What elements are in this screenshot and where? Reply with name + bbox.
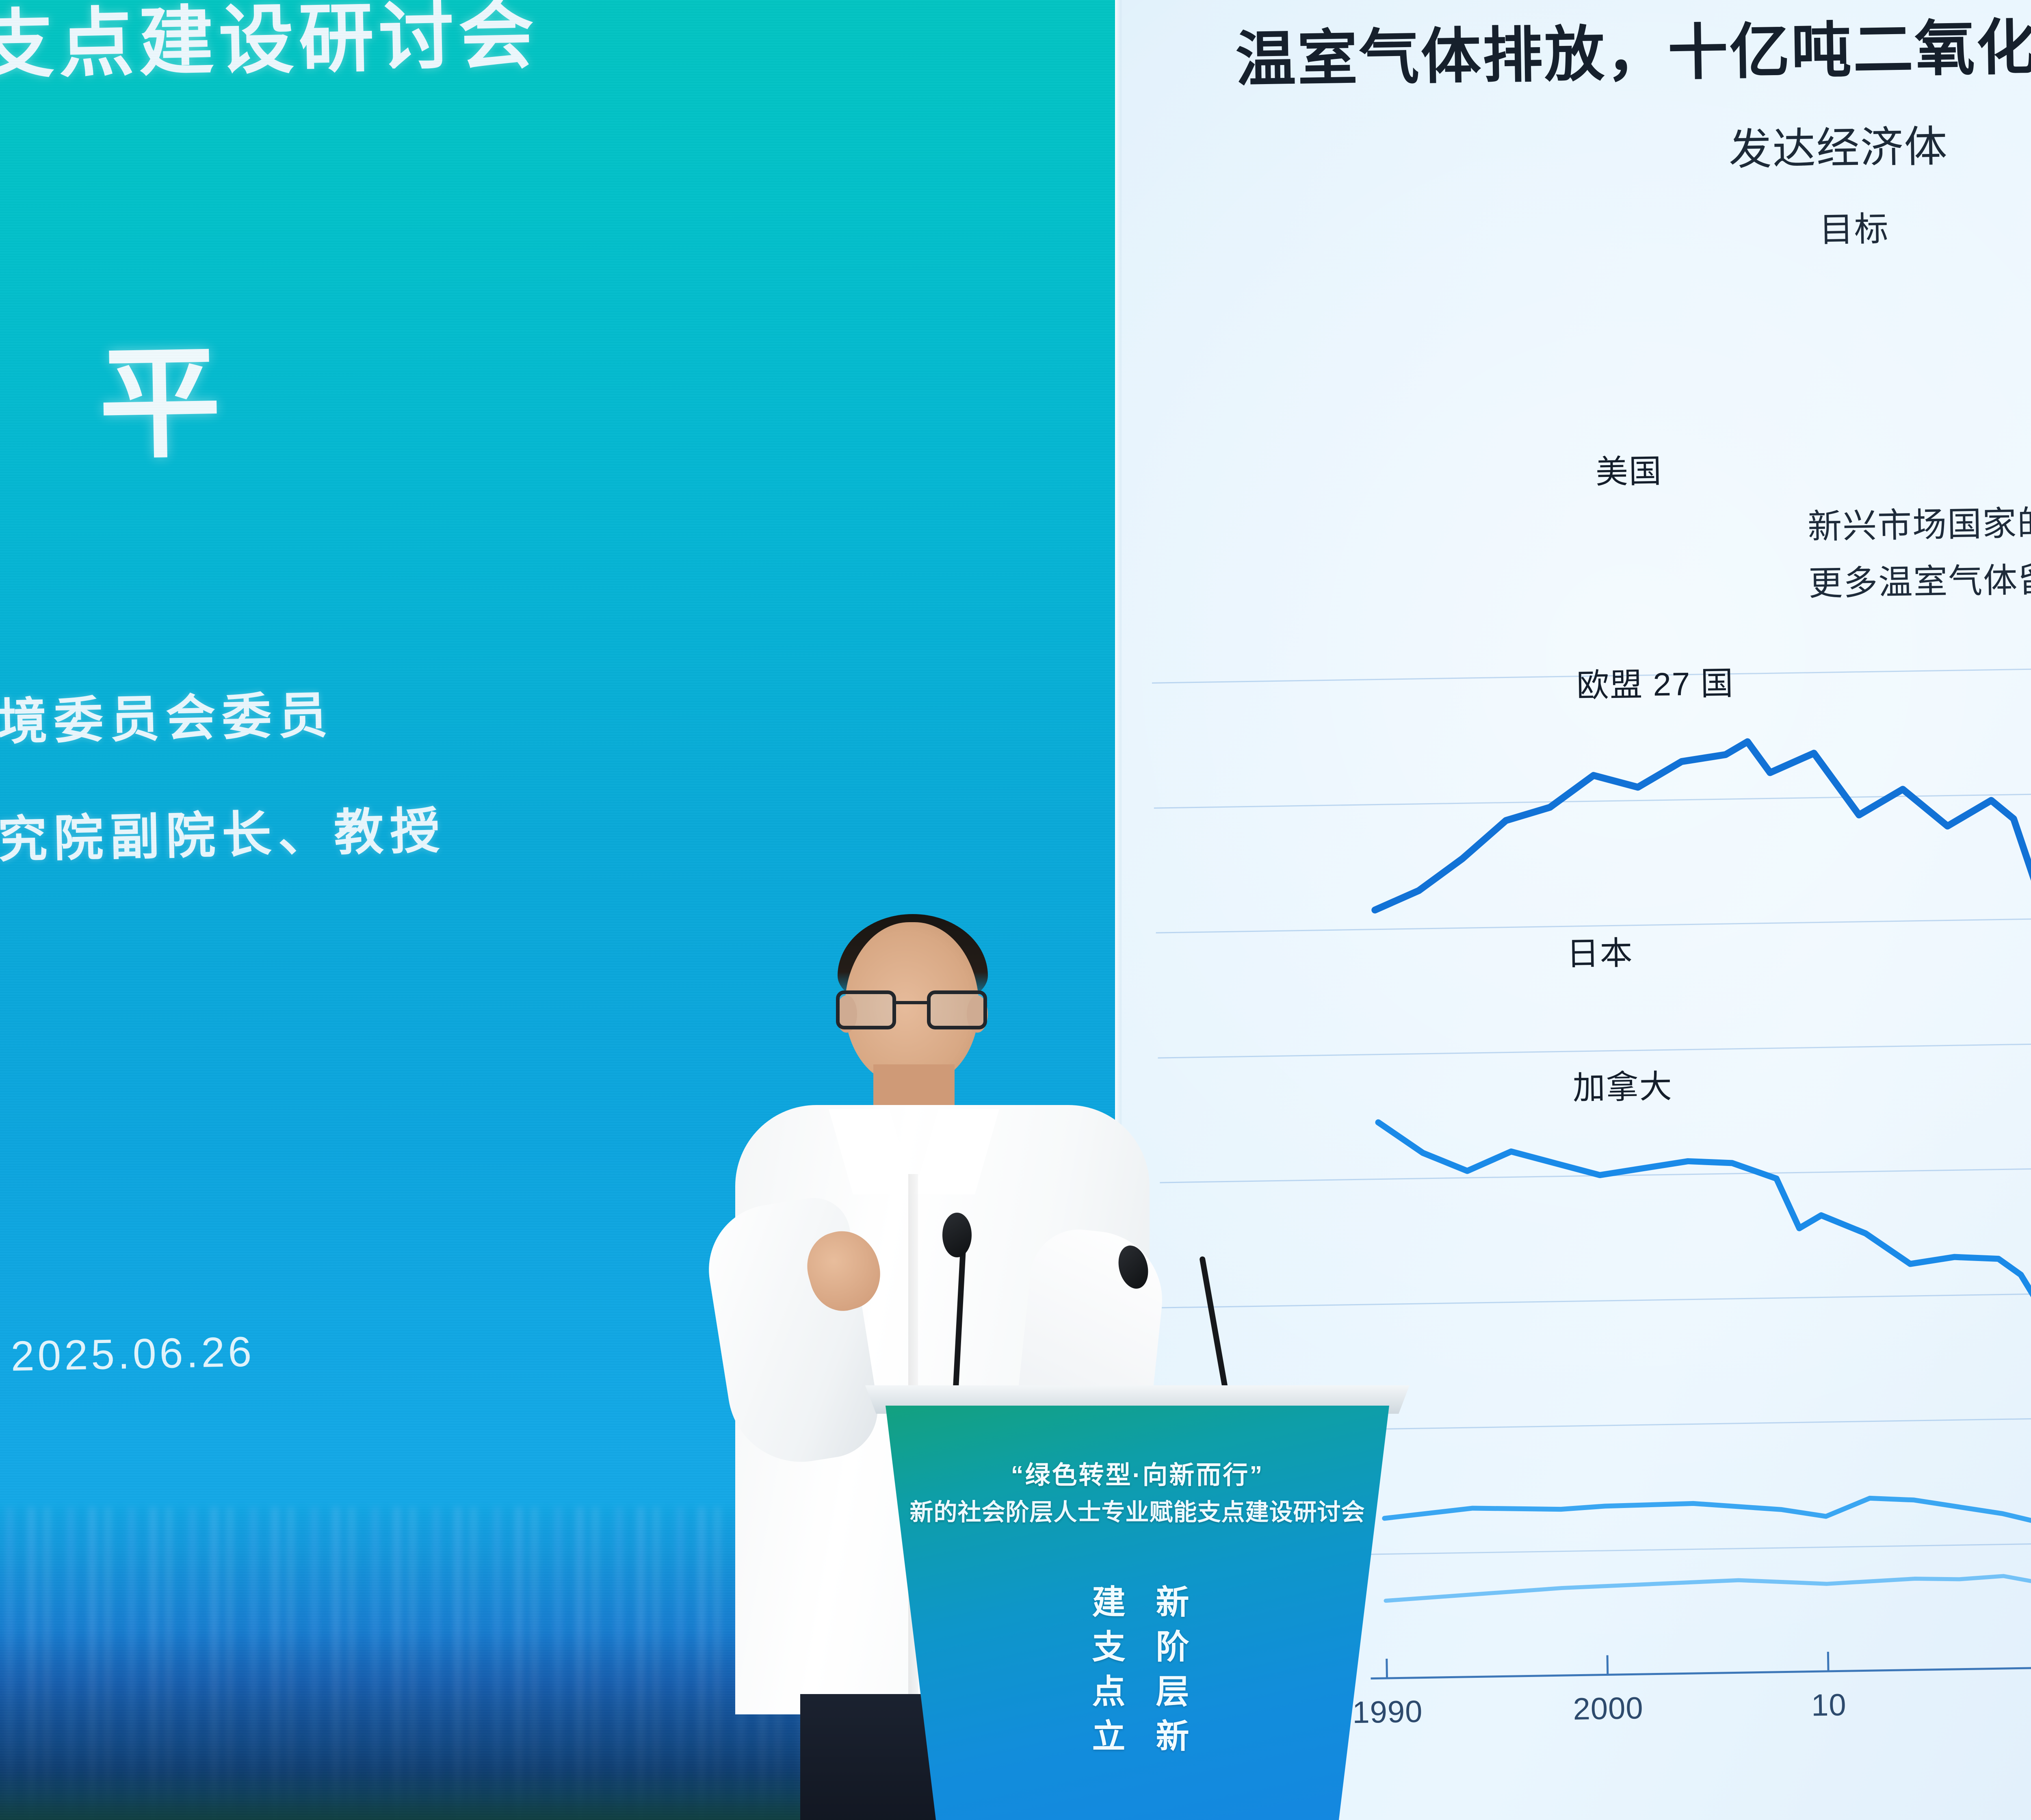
series-label-canada: 加拿大 bbox=[1572, 1068, 1673, 1106]
chart-series-0 bbox=[1371, 738, 2031, 914]
chart-plot-area bbox=[1371, 738, 2031, 1680]
banner-speaker-name: 永 平 bbox=[0, 334, 261, 477]
x-axis-tick-label: 2000 bbox=[1572, 1691, 1644, 1727]
led-backdrop-banner: 能支点建设研讨会 永 平 资源环境委员会委员 治理研究院副院长、教授 2 / 2… bbox=[0, 0, 1115, 1820]
podium-vertical-text-group: 建支点立 新阶层新 bbox=[886, 1584, 1389, 1763]
podium-headline: “绿色转型·向新而行” bbox=[1011, 1461, 1264, 1489]
podium-subline: 新的社会阶层人士专业赋能支点建设研讨会 bbox=[909, 1499, 1365, 1525]
series-label-eu: 欧盟 27 国 bbox=[1576, 665, 1734, 704]
microphone-head-left bbox=[942, 1213, 972, 1257]
podium: “绿色转型·向新而行” 新的社会阶层人士专业赋能支点建设研讨会 建支点立 新阶层… bbox=[886, 1406, 1389, 1820]
chart-series-1 bbox=[1375, 1119, 2031, 1315]
x-axis-tick-label: 1990 bbox=[1352, 1694, 1423, 1730]
banner-credential-line-1: 资源环境委员会委员 bbox=[0, 687, 335, 754]
banner-event-title: 能支点建设研讨会 bbox=[0, 0, 540, 89]
series-label-us: 美国 bbox=[1595, 453, 1663, 490]
chart-series-3 bbox=[1384, 1574, 2031, 1603]
glasses-icon bbox=[836, 990, 987, 1029]
banner-credential-line-2: 治理研究院副院长、教授 bbox=[0, 803, 447, 871]
chart-series-2 bbox=[1382, 1495, 2031, 1530]
banner-date: 2 / 2025.06.26 bbox=[0, 1328, 255, 1382]
series-label-japan: 日本 bbox=[1566, 935, 1634, 972]
podium-vertical-left: 建支点立 bbox=[1087, 1584, 1124, 1763]
podium-vertical-right: 新阶层新 bbox=[1151, 1584, 1188, 1763]
x-axis-tick-label: 10 bbox=[1811, 1688, 1847, 1723]
cityscape-graphic bbox=[0, 1507, 821, 1820]
